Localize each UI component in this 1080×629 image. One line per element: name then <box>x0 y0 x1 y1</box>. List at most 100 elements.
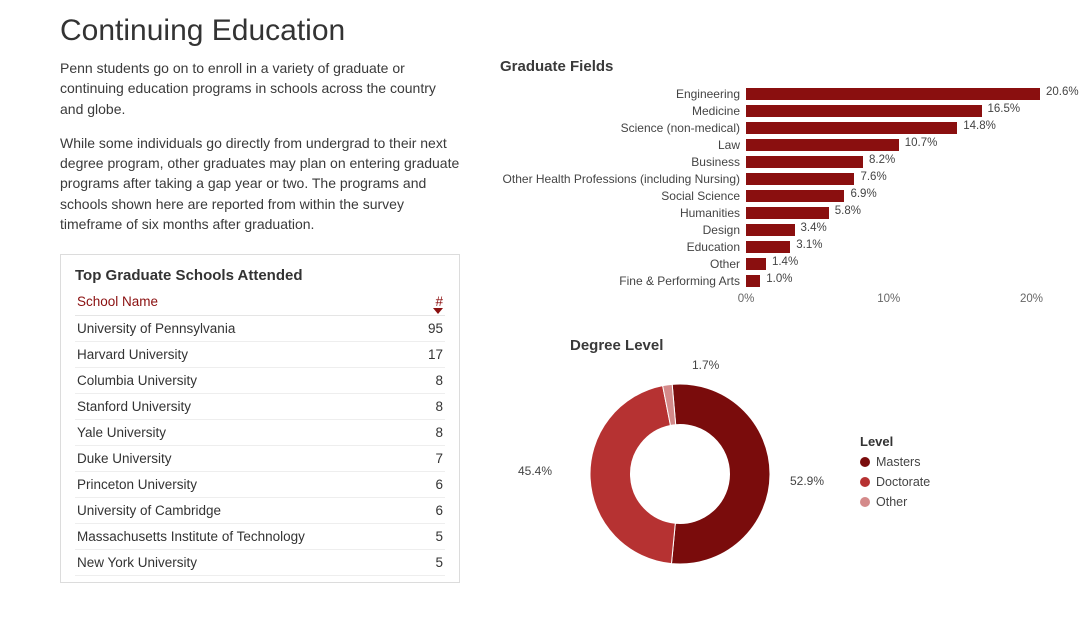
schools-col-count-label: # <box>435 294 443 309</box>
bar-label: Design <box>500 223 746 237</box>
school-name-cell: New York University <box>75 550 409 576</box>
schools-table-card: Top Graduate Schools Attended School Nam… <box>60 254 460 583</box>
bar-value-label: 1.4% <box>772 256 798 268</box>
bar-value-label: 3.1% <box>796 239 822 251</box>
content-columns: Penn students go on to enroll in a varie… <box>60 58 1060 584</box>
schools-col-count[interactable]: # <box>409 290 445 316</box>
bar-fill <box>746 173 854 185</box>
school-count-cell: 8 <box>409 394 445 420</box>
bar-label: Science (non-medical) <box>500 121 746 135</box>
bar-row[interactable]: Science (non-medical) 14.8% <box>500 119 1060 136</box>
table-row[interactable]: Massachusetts Institute of Technology5 <box>75 524 445 550</box>
table-row[interactable]: Yale University8 <box>75 420 445 446</box>
bar-value-label: 14.8% <box>963 120 996 132</box>
donut-slice[interactable] <box>671 384 770 564</box>
bar-value-label: 20.6% <box>1046 86 1079 98</box>
x-axis-tick: 20% <box>1020 293 1043 305</box>
table-row[interactable]: University of Pennsylvania95 <box>75 316 445 342</box>
bar-value-label: 6.9% <box>850 188 876 200</box>
school-name-cell: University of Cambridge <box>75 498 409 524</box>
legend-swatch <box>860 477 870 487</box>
graduate-fields-section: Graduate Fields Engineering20.6%Medicine… <box>500 58 1060 309</box>
school-name-cell: Stanford University <box>75 394 409 420</box>
bar-label: Other Health Professions (including Nurs… <box>500 172 746 186</box>
table-row[interactable]: Stanford University8 <box>75 394 445 420</box>
table-row[interactable]: University of Cambridge6 <box>75 498 445 524</box>
legend-label: Other <box>876 495 907 509</box>
sort-desc-icon <box>433 308 443 314</box>
degree-level-title: Degree Level <box>570 337 1060 354</box>
intro-text: Penn students go on to enroll in a varie… <box>60 58 460 234</box>
school-count-cell: 8 <box>409 368 445 394</box>
table-row[interactable]: Harvard University17 <box>75 342 445 368</box>
legend-swatch <box>860 497 870 507</box>
bar-row[interactable]: Law 10.7% <box>500 136 1060 153</box>
legend-item[interactable]: Other <box>860 495 930 509</box>
graduate-fields-title: Graduate Fields <box>500 58 1060 75</box>
bar-value-label: 10.7% <box>905 137 938 149</box>
school-name-cell: Yale University <box>75 420 409 446</box>
bar-row[interactable]: Other Health Professions (including Nurs… <box>500 170 1060 187</box>
bar-row[interactable]: Humanities5.8% <box>500 204 1060 221</box>
bar-chart-x-axis: 0% 10% 20% <box>500 293 1060 309</box>
bar-value-label: 7.6% <box>860 171 886 183</box>
legend-label: Masters <box>876 455 920 469</box>
table-row[interactable]: New York University5 <box>75 550 445 576</box>
bar-row[interactable]: Social Science 6.9% <box>500 187 1060 204</box>
schools-col-name[interactable]: School Name <box>75 290 409 316</box>
bar-fill <box>746 224 795 236</box>
school-count-cell: 6 <box>409 498 445 524</box>
legend-title: Level <box>860 434 930 449</box>
schools-table: School Name # University of Pennsylvania… <box>75 290 445 576</box>
bar-fill <box>746 241 790 253</box>
page-title: Continuing Education <box>60 14 1060 48</box>
donut-slice[interactable] <box>590 386 675 564</box>
school-count-cell: 8 <box>409 420 445 446</box>
school-count-cell: 95 <box>409 316 445 342</box>
bar-row[interactable]: Medicine16.5% <box>500 102 1060 119</box>
legend-swatch <box>860 457 870 467</box>
school-name-cell: Columbia University <box>75 368 409 394</box>
bar-row[interactable]: Engineering20.6% <box>500 85 1060 102</box>
page-root: Continuing Education Penn students go on… <box>0 0 1080 629</box>
school-count-cell: 7 <box>409 446 445 472</box>
school-name-cell: University of Pennsylvania <box>75 316 409 342</box>
legend-label: Doctorate <box>876 475 930 489</box>
school-name-cell: Harvard University <box>75 342 409 368</box>
bar-label: Engineering <box>500 87 746 101</box>
donut-callout: 52.9% <box>790 474 824 488</box>
bar-row[interactable]: Design 3.4% <box>500 221 1060 238</box>
bar-row[interactable]: Business8.2% <box>500 153 1060 170</box>
school-count-cell: 5 <box>409 524 445 550</box>
bar-value-label: 3.4% <box>801 222 827 234</box>
bar-fill <box>746 105 982 117</box>
intro-paragraph-1: Penn students go on to enroll in a varie… <box>60 58 460 119</box>
bar-label: Law <box>500 138 746 152</box>
school-count-cell: 5 <box>409 550 445 576</box>
bar-fill <box>746 122 957 134</box>
bar-value-label: 8.2% <box>869 154 895 166</box>
schools-table-title: Top Graduate Schools Attended <box>75 267 445 284</box>
left-column: Penn students go on to enroll in a varie… <box>60 58 460 584</box>
bar-row[interactable]: Fine & Performing Arts1.0% <box>500 272 1060 289</box>
school-name-cell: Duke University <box>75 446 409 472</box>
table-row[interactable]: Princeton University6 <box>75 472 445 498</box>
bar-fill <box>746 207 829 219</box>
bar-label: Social Science <box>500 189 746 203</box>
legend-item[interactable]: Doctorate <box>860 475 930 489</box>
table-row[interactable]: Columbia University8 <box>75 368 445 394</box>
bar-row[interactable]: Other1.4% <box>500 255 1060 272</box>
degree-level-donut[interactable]: 52.9%45.4%1.7% <box>500 364 860 584</box>
donut-callout: 1.7% <box>692 358 719 372</box>
bar-fill <box>746 88 1040 100</box>
table-row[interactable]: Duke University7 <box>75 446 445 472</box>
x-axis-tick: 0% <box>738 293 755 305</box>
bar-row[interactable]: Education3.1% <box>500 238 1060 255</box>
graduate-fields-bar-chart[interactable]: Engineering20.6%Medicine16.5%Science (no… <box>500 85 1060 289</box>
legend-item[interactable]: Masters <box>860 455 930 469</box>
bar-value-label: 1.0% <box>766 273 792 285</box>
degree-level-legend: Level Masters Doctorate Other <box>860 434 930 515</box>
school-name-cell: Princeton University <box>75 472 409 498</box>
bar-label: Medicine <box>500 104 746 118</box>
x-axis-tick: 10% <box>877 293 900 305</box>
